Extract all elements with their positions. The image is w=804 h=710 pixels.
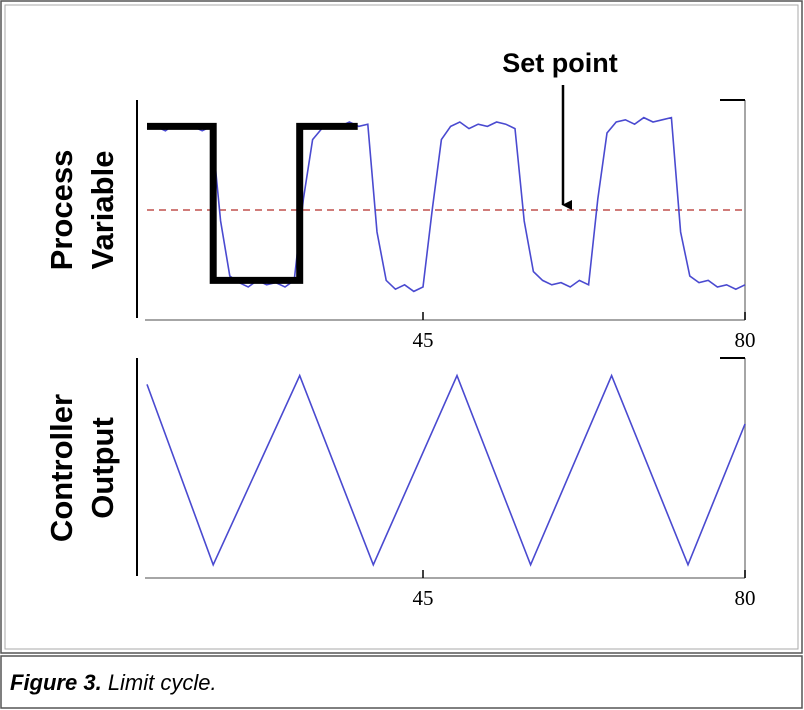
caption-text: Limit cycle. xyxy=(108,670,217,695)
y-axis-label: Process xyxy=(44,150,79,271)
x-tick-label: 80 xyxy=(735,586,756,610)
y-axis-label: Output xyxy=(85,417,120,519)
x-tick-label: 45 xyxy=(413,328,434,352)
caption: Figure 3. Limit cycle. xyxy=(10,670,217,695)
figure-frame xyxy=(0,0,803,654)
y-axis-label: Controller xyxy=(44,394,79,542)
series-line xyxy=(147,122,358,284)
series-line xyxy=(146,116,746,293)
series-line xyxy=(146,373,746,567)
x-tick-label: 45 xyxy=(413,586,434,610)
y-axis-label: Variable xyxy=(85,151,120,270)
annotation: Set point xyxy=(502,48,618,78)
figure-inner-frame xyxy=(4,4,799,650)
caption-label: Figure 3. xyxy=(10,670,102,695)
x-tick-label: 80 xyxy=(735,328,756,352)
caption-frame xyxy=(0,655,803,709)
